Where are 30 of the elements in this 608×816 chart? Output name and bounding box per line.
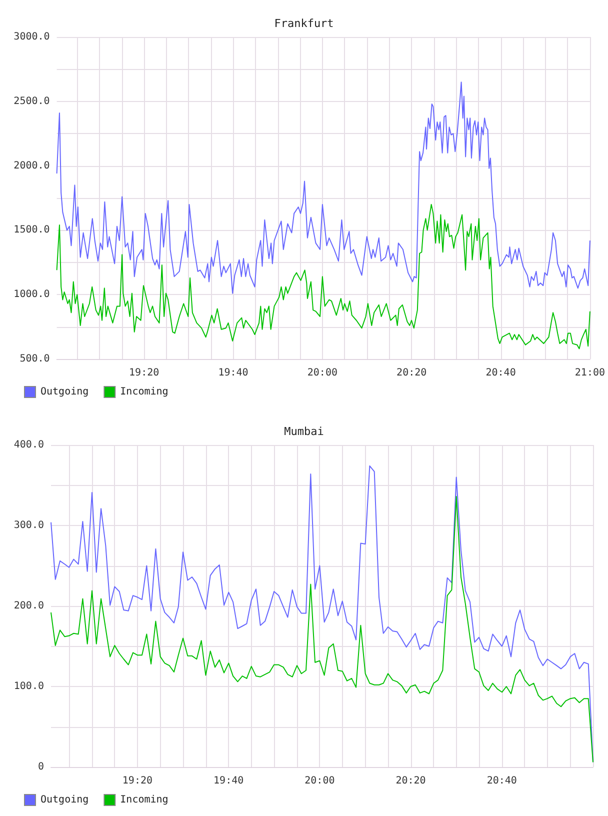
x-tick-label: 19:40 [214,776,244,786]
x-tick-label: 19:40 [218,368,248,378]
x-tick-label: 20:20 [396,368,427,378]
chart-title: Mumbai [284,425,324,438]
legend-label: Incoming [120,386,168,398]
x-tick-label: 20:40 [486,368,516,378]
legend-label: Incoming [120,794,168,806]
y-tick-label: 2500.0 [14,96,50,107]
line-series [56,82,590,294]
x-tick-label: 19:20 [122,776,153,786]
y-tick-label: 100.0 [14,681,44,692]
chart-title: Frankfurt [274,17,334,30]
x-tick-label: 19:20 [129,368,160,378]
y-tick-label: 1000.0 [14,289,50,300]
line-series [56,204,590,350]
y-tick-label: 3000.0 [14,32,50,42]
y-tick-label: 300.0 [14,520,44,531]
y-tick-label: 400.0 [14,440,44,450]
y-tick-label: 2000.0 [14,160,50,172]
legend-label: Outgoing [40,386,89,398]
x-tick-label: 20:20 [396,776,426,786]
x-tick-label: 20:40 [486,776,517,786]
x-tick-label: 21:00 [574,368,606,378]
y-tick-label: 1500.0 [14,224,50,236]
x-tick-label: 20:00 [307,368,338,378]
x-tick-label: 20:00 [304,776,335,786]
y-tick-label: 0 [38,762,44,772]
y-tick-label: 500.0 [20,354,50,364]
legend-label: Outgoing [40,794,89,806]
y-tick-label: 200.0 [14,600,44,612]
